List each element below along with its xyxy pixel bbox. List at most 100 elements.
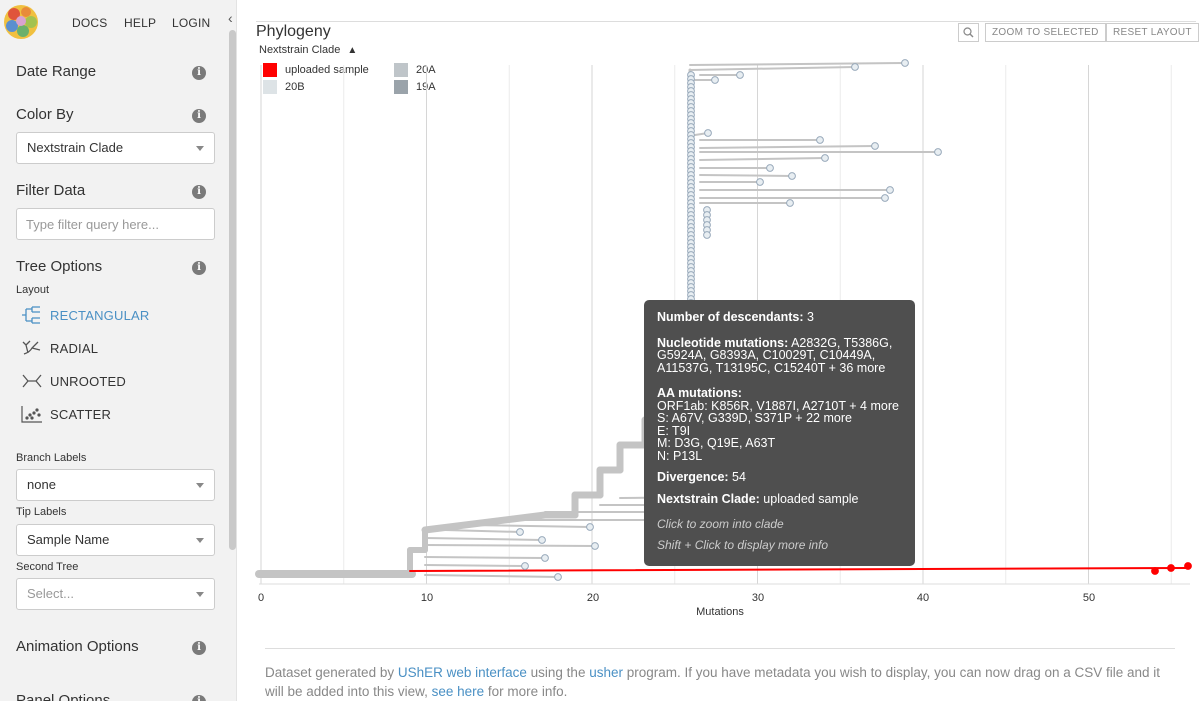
tooltip-clade: Nextstrain Clade: uploaded sample: [657, 491, 902, 506]
color-by-select[interactable]: Nextstrain Clade: [16, 132, 215, 164]
legend-label-uploaded[interactable]: uploaded sample: [285, 64, 369, 76]
panel-options-title[interactable]: Panel Options: [16, 692, 111, 701]
tooltip-clade-value: uploaded sample: [763, 491, 859, 506]
tip-labels-select[interactable]: Sample Name: [16, 524, 215, 556]
legend-title-label: Nextstrain Clade: [259, 44, 341, 56]
tip-labels-value: Sample Name: [27, 532, 110, 547]
tip-node[interactable]: [786, 199, 794, 207]
layout-unrooted[interactable]: UNROOTED: [20, 370, 126, 392]
reset-layout-button[interactable]: RESET LAYOUT: [1106, 23, 1199, 42]
branch: [689, 62, 906, 66]
collapse-sidebar-chevron-icon[interactable]: ‹: [228, 10, 233, 26]
date-range-title[interactable]: Date Range: [16, 63, 97, 80]
login-link[interactable]: LOGIN: [172, 16, 211, 30]
filter-data-title: Filter Data: [16, 182, 86, 199]
legend-swatch-19a: [394, 80, 408, 94]
info-icon[interactable]: i: [192, 641, 206, 655]
branch: [699, 174, 793, 177]
legend-swatch-20a: [394, 63, 408, 77]
tooltip-nuc-mutations: Nucleotide mutations: A2832G, T5386G, G5…: [657, 336, 902, 375]
branch: [699, 157, 826, 161]
legend-label-20b[interactable]: 20B: [285, 81, 305, 93]
legend-title[interactable]: Nextstrain Clade ▲: [259, 44, 357, 56]
tip-node[interactable]: [756, 178, 764, 186]
tip-node[interactable]: [881, 194, 889, 202]
tip-node[interactable]: [871, 142, 879, 150]
tip-node[interactable]: [521, 562, 529, 570]
second-tree-select[interactable]: Select...: [16, 578, 215, 610]
tip-node[interactable]: [538, 536, 546, 544]
tip-node[interactable]: [788, 172, 796, 180]
tip-node[interactable]: [886, 186, 894, 194]
legend-label-20a[interactable]: 20A: [416, 64, 436, 76]
info-icon[interactable]: i: [192, 261, 206, 275]
layout-radial[interactable]: RADIAL: [20, 337, 98, 359]
layout-scatter[interactable]: SCATTER: [20, 403, 111, 425]
tick-label-40: 40: [917, 592, 929, 604]
docs-link[interactable]: DOCS: [72, 16, 108, 30]
help-link[interactable]: HELP: [124, 16, 157, 30]
tip-node[interactable]: [1151, 567, 1159, 575]
tooltip-descendants: Number of descendants: 3: [657, 311, 902, 324]
tip-node[interactable]: [703, 231, 711, 239]
see-here-link[interactable]: see here: [431, 684, 485, 699]
branch: [424, 556, 546, 559]
tip-node[interactable]: [736, 71, 744, 79]
branch: [409, 567, 1189, 572]
info-icon[interactable]: i: [192, 109, 206, 123]
tip-node[interactable]: [851, 63, 859, 71]
tooltip-aa-line: S: A67V, G339D, S371P + 22 more: [657, 411, 852, 425]
x-axis-label: Mutations: [696, 606, 744, 618]
second-tree-label: Second Tree: [16, 561, 79, 573]
tree-options-title: Tree Options: [16, 258, 103, 275]
info-icon[interactable]: i: [192, 695, 206, 701]
chevron-down-icon: [196, 483, 204, 488]
tooltip-clade-label: Nextstrain Clade:: [657, 491, 760, 506]
info-icon[interactable]: i: [192, 66, 206, 80]
tick-label-20: 20: [587, 592, 599, 604]
footer-info: Dataset generated by UShER web interface…: [265, 648, 1175, 701]
animation-options-title[interactable]: Animation Options: [16, 638, 139, 655]
branch-labels-value: none: [27, 477, 56, 492]
tip-labels-label: Tip Labels: [16, 506, 67, 518]
tip-node[interactable]: [704, 129, 712, 137]
nextstrain-logo[interactable]: [3, 4, 39, 40]
color-by-value: Nextstrain Clade: [27, 140, 124, 155]
tooltip-aa-line: E: T9I: [657, 423, 691, 438]
unrooted-tree-icon: [22, 374, 42, 388]
tip-node[interactable]: [541, 554, 549, 562]
usher-web-interface-link[interactable]: UShER web interface: [397, 665, 527, 680]
legend-label-19a[interactable]: 19A: [416, 81, 436, 93]
phylogeny-tree[interactable]: 0 10 20 30 40 50 Mutations: [0, 0, 1200, 630]
zoom-search-button[interactable]: [958, 23, 979, 42]
branch: [424, 564, 526, 567]
tooltip-aa-label: AA mutations:: [657, 386, 742, 400]
tip-node[interactable]: [591, 542, 599, 550]
chevron-down-icon: [196, 592, 204, 597]
panel-divider: [256, 21, 1196, 22]
radial-tree-icon: [22, 340, 41, 355]
tip-node[interactable]: [901, 59, 909, 67]
tick-label-30: 30: [752, 592, 764, 604]
tip-node[interactable]: [554, 573, 562, 581]
tip-node[interactable]: [934, 148, 942, 156]
tip-node[interactable]: [1184, 562, 1192, 570]
tip-node[interactable]: [586, 523, 594, 531]
layout-rectangular[interactable]: RECTANGULAR: [20, 304, 149, 326]
tip-node[interactable]: [711, 76, 719, 84]
rectangular-tree-icon: [22, 306, 40, 324]
zoom-to-selected-button[interactable]: ZOOM TO SELECTED: [985, 23, 1106, 42]
tip-node[interactable]: [1167, 564, 1175, 572]
tooltip-hint-zoom: Click to zoom into clade: [657, 517, 784, 531]
usher-link[interactable]: usher: [589, 665, 623, 680]
tip-node[interactable]: [766, 164, 774, 172]
sidebar-scrollbar[interactable]: [229, 30, 236, 550]
x-axis: 0 10 20 30 40 50 Mutations: [258, 583, 1190, 618]
tip-node[interactable]: [821, 154, 829, 162]
filter-input[interactable]: [16, 208, 215, 240]
info-icon[interactable]: i: [192, 185, 206, 199]
sidebar: DOCS HELP LOGIN Date Range i Color By i …: [0, 0, 237, 701]
branch-labels-select[interactable]: none: [16, 469, 215, 501]
tip-node[interactable]: [516, 528, 524, 536]
tip-node[interactable]: [816, 136, 824, 144]
